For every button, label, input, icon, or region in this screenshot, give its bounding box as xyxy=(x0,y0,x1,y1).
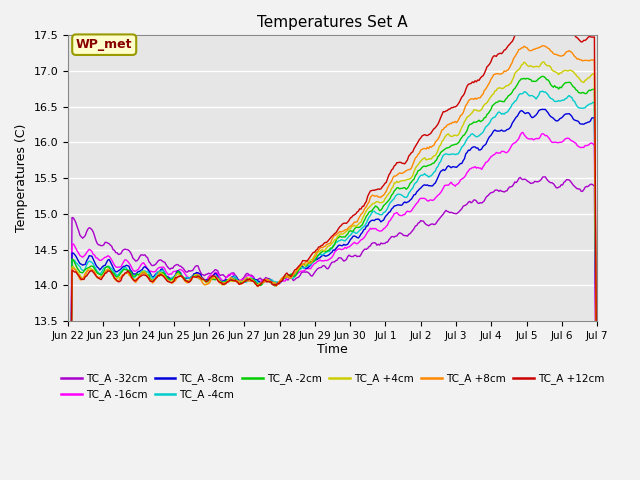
Line: TC_A +8cm: TC_A +8cm xyxy=(68,46,597,480)
Line: TC_A -32cm: TC_A -32cm xyxy=(68,177,597,480)
TC_A -4cm xyxy=(128,272,136,278)
TC_A -2cm xyxy=(128,270,136,276)
Line: TC_A -16cm: TC_A -16cm xyxy=(68,132,597,480)
Line: TC_A +12cm: TC_A +12cm xyxy=(68,22,597,480)
TC_A -8cm xyxy=(539,107,547,112)
TC_A -8cm xyxy=(237,280,244,286)
Y-axis label: Temperatures (C): Temperatures (C) xyxy=(15,124,28,232)
TC_A -32cm xyxy=(274,280,282,286)
TC_A -16cm xyxy=(128,265,136,271)
Title: Temperatures Set A: Temperatures Set A xyxy=(257,15,408,30)
TC_A +8cm xyxy=(128,275,136,281)
TC_A +12cm xyxy=(274,280,282,286)
Line: TC_A -2cm: TC_A -2cm xyxy=(68,76,597,480)
Line: TC_A +4cm: TC_A +4cm xyxy=(68,62,597,480)
TC_A +12cm xyxy=(237,281,244,287)
TC_A -16cm xyxy=(397,213,404,218)
TC_A -8cm xyxy=(397,203,404,208)
TC_A -4cm xyxy=(237,280,244,286)
TC_A -2cm xyxy=(446,144,454,150)
TC_A -4cm xyxy=(449,151,456,157)
TC_A -16cm xyxy=(446,180,454,186)
TC_A +4cm xyxy=(446,133,454,139)
TC_A -4cm xyxy=(539,88,547,94)
TC_A +4cm xyxy=(128,275,136,280)
TC_A -4cm xyxy=(397,192,404,197)
TC_A -16cm xyxy=(449,181,456,187)
TC_A -16cm xyxy=(274,282,282,288)
TC_A -16cm xyxy=(237,277,244,283)
TC_A -8cm xyxy=(274,281,282,287)
TC_A +4cm xyxy=(397,178,404,184)
TC_A -32cm xyxy=(540,174,548,180)
TC_A -32cm xyxy=(237,278,244,284)
Line: TC_A -8cm: TC_A -8cm xyxy=(68,109,597,480)
Line: TC_A -4cm: TC_A -4cm xyxy=(68,91,597,480)
TC_A +8cm xyxy=(593,467,601,472)
X-axis label: Time: Time xyxy=(317,344,348,357)
TC_A -4cm xyxy=(446,152,454,157)
TC_A -2cm xyxy=(397,186,404,192)
TC_A +8cm xyxy=(539,43,547,48)
TC_A +12cm xyxy=(446,106,454,112)
TC_A -4cm xyxy=(274,279,282,285)
TC_A +12cm xyxy=(397,159,404,165)
TC_A -2cm xyxy=(539,73,547,79)
TC_A -8cm xyxy=(446,164,454,169)
TC_A -32cm xyxy=(449,210,456,216)
TC_A +4cm xyxy=(274,282,282,288)
TC_A +8cm xyxy=(397,170,404,176)
TC_A -32cm xyxy=(446,210,454,216)
TC_A +12cm xyxy=(449,105,456,110)
TC_A +12cm xyxy=(128,275,136,280)
TC_A -2cm xyxy=(274,282,282,288)
TC_A +8cm xyxy=(237,281,244,287)
TC_A +12cm xyxy=(539,19,547,24)
TC_A -8cm xyxy=(449,164,456,169)
TC_A +12cm xyxy=(593,451,601,456)
TC_A -8cm xyxy=(128,268,136,274)
TC_A -32cm xyxy=(128,252,136,258)
TC_A -32cm xyxy=(397,230,404,236)
TC_A +8cm xyxy=(446,120,454,126)
TC_A +4cm xyxy=(449,133,456,139)
TC_A +4cm xyxy=(593,476,601,480)
TC_A +4cm xyxy=(237,278,244,284)
Text: WP_met: WP_met xyxy=(76,38,132,51)
TC_A -16cm xyxy=(519,130,527,135)
TC_A +8cm xyxy=(274,281,282,287)
TC_A +4cm xyxy=(540,59,548,65)
TC_A -2cm xyxy=(449,142,456,148)
TC_A +8cm xyxy=(449,120,456,125)
TC_A -2cm xyxy=(237,280,244,286)
Legend: TC_A -32cm, TC_A -16cm, TC_A -8cm, TC_A -4cm, TC_A -2cm, TC_A +4cm, TC_A +8cm, T: TC_A -32cm, TC_A -16cm, TC_A -8cm, TC_A … xyxy=(56,369,609,405)
